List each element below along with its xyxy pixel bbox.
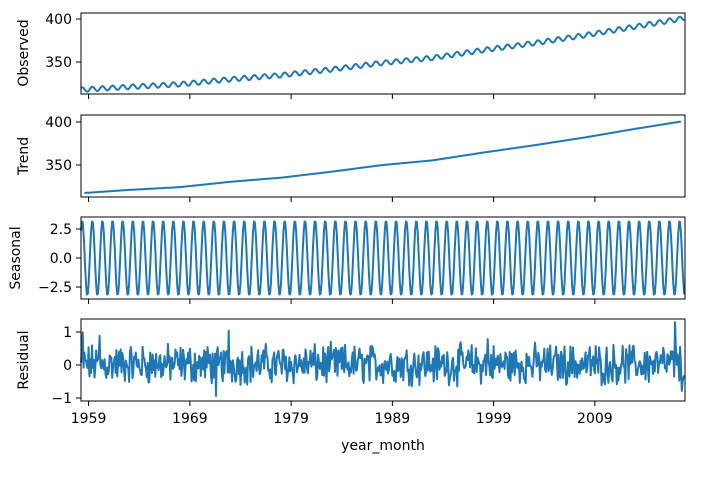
residual-ytick-label: 0 bbox=[63, 358, 72, 374]
trend-axis-title: Trend bbox=[16, 137, 32, 176]
trend-axes-frame bbox=[80, 114, 686, 198]
panel-seasonal: 2.5 0.0 −2.5 Seasonal bbox=[8, 216, 686, 300]
seasonal-axis-title: Seasonal bbox=[8, 226, 24, 289]
residual-ytick-label: 1 bbox=[63, 325, 72, 341]
seasonal-series-line bbox=[80, 220, 686, 296]
observed-ytick-label: 400 bbox=[45, 12, 72, 28]
trend-series-line bbox=[84, 120, 682, 194]
seasonal-ytick-label: −2.5 bbox=[38, 280, 72, 296]
observed-axes-frame bbox=[80, 12, 686, 95]
residual-axis-title: Residual bbox=[16, 330, 32, 389]
xtick-label: 1999 bbox=[476, 411, 512, 427]
panel-trend: 400 350 Trend bbox=[16, 114, 686, 198]
x-axis: 1959 1969 1979 1989 1999 2009 bbox=[71, 94, 613, 427]
residual-series-line bbox=[80, 321, 686, 397]
panel-observed: 400 350 Observed bbox=[16, 12, 686, 95]
residual-axes-frame bbox=[80, 318, 686, 402]
seasonal-ytick-label: 0.0 bbox=[50, 251, 72, 267]
trend-ytick-label: 350 bbox=[45, 158, 72, 174]
xtick-label: 1979 bbox=[273, 411, 309, 427]
observed-ytick-label: 350 bbox=[45, 55, 72, 71]
observed-series-line bbox=[80, 15, 685, 93]
xtick-label: 2009 bbox=[577, 411, 613, 427]
observed-axis-title: Observed bbox=[16, 19, 32, 86]
residual-ytick-label: −1 bbox=[51, 391, 72, 407]
xtick-label: 1969 bbox=[172, 411, 208, 427]
panel-residual: 1 0 −1 Residual bbox=[16, 318, 686, 407]
seasonal-ytick-label: 2.5 bbox=[50, 222, 72, 238]
xtick-label: 1959 bbox=[71, 411, 107, 427]
x-axis-title: year_month bbox=[341, 438, 425, 454]
xtick-label: 1989 bbox=[375, 411, 411, 427]
trend-ytick-label: 400 bbox=[45, 115, 72, 131]
